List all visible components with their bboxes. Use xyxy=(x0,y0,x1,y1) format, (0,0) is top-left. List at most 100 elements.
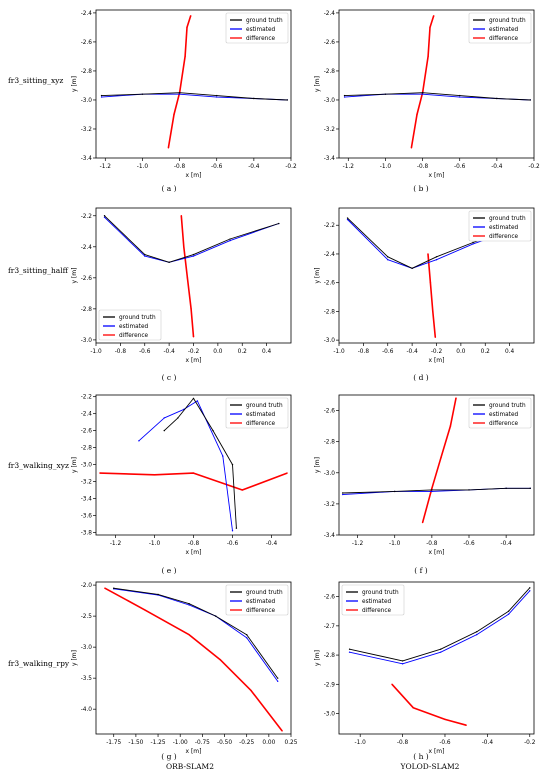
y-axis-label: y [m] xyxy=(71,457,78,473)
series-point-ground-truth xyxy=(214,615,217,617)
series-point-ground-truth xyxy=(401,660,404,662)
series-point-difference xyxy=(144,609,146,611)
y-tick-label: -3.4 xyxy=(324,533,336,539)
series-point-ground-truth xyxy=(384,93,387,95)
plot-area-g xyxy=(104,587,283,732)
plot-area-f xyxy=(342,397,531,524)
series-point-difference xyxy=(180,215,183,217)
legend-d: ground truth estimated difference xyxy=(468,210,532,242)
x-tick-label: -1.75 xyxy=(106,740,121,746)
series-point-ground-truth xyxy=(278,222,280,225)
y-tick-label: -3.2 xyxy=(81,127,93,133)
series-line-estimated xyxy=(138,400,233,531)
legend-entry: ground truth xyxy=(119,315,156,321)
series-point-ground-truth xyxy=(141,93,144,95)
series-point-ground-truth xyxy=(505,487,507,490)
row-label-walking-rpy: fr3_walking_rpy xyxy=(8,659,70,668)
y-tick-label: -2.2 xyxy=(324,223,336,229)
row-label-sitting-xyz: fr3_sitting_xyz xyxy=(8,76,64,85)
series-point-difference xyxy=(167,147,170,149)
x-tick-label: -0.8 xyxy=(426,541,438,547)
series-point-estimated xyxy=(178,93,181,95)
x-tick-label: -1.2 xyxy=(343,164,355,170)
x-tick-label: -0.2 xyxy=(528,164,540,170)
chart-e: -1.2 -1.0 -0.8 -0.6 -0.4 -2.2 -2.4 -2.6 -2.8 -3.0… xyxy=(71,394,292,556)
legend-h: ground truth estimated difference xyxy=(341,584,405,616)
series-point-difference xyxy=(465,724,467,726)
legend-entry: ground truth xyxy=(246,403,283,409)
legend-entry: estimated xyxy=(246,599,276,605)
series-line-estimated xyxy=(104,216,279,263)
y-tick-label: -2.8 xyxy=(324,69,336,75)
subfigure-label-e: ( e ) xyxy=(161,566,177,575)
series-point-estimated xyxy=(229,239,231,242)
series-point-difference xyxy=(190,15,192,17)
x-tick-label: -1.0 xyxy=(333,349,345,355)
series-point-estimated xyxy=(342,493,344,496)
series-point-difference xyxy=(99,472,101,474)
x-tick-label: -0.6 xyxy=(463,541,475,547)
x-axis-label: x [m] xyxy=(186,549,202,556)
x-tick-label: -0.6 xyxy=(454,164,466,170)
x-axis-label: x [m] xyxy=(429,748,445,755)
y-tick-label: -2.8 xyxy=(81,69,93,75)
subfigure-label-b: ( b ) xyxy=(413,184,429,193)
series-point-difference xyxy=(433,15,435,17)
series-point-ground-truth xyxy=(435,256,438,258)
y-tick-label: -3.4 xyxy=(324,156,336,162)
series-point-difference xyxy=(455,397,457,399)
x-tick-label: -0.2 xyxy=(188,349,200,355)
series-point-ground-truth xyxy=(100,94,103,97)
series-point-ground-truth xyxy=(346,217,349,219)
series-point-difference xyxy=(391,683,393,686)
series-point-estimated xyxy=(346,218,349,221)
y-tick-label: -3.6 xyxy=(81,513,93,519)
series-point-ground-truth xyxy=(229,238,231,240)
series-point-estimated xyxy=(222,455,224,457)
subfigure-label-d: ( d ) xyxy=(413,373,429,382)
series-point-ground-truth xyxy=(212,429,214,432)
series-point-ground-truth xyxy=(192,253,195,256)
x-tick-label: -1.0 xyxy=(389,541,401,547)
legend-entry: estimated xyxy=(489,225,519,231)
legend-entry: estimated xyxy=(246,412,276,418)
series-point-difference xyxy=(190,308,192,310)
series-line-ground-truth xyxy=(101,92,288,101)
y-tick-label: -3.0 xyxy=(324,471,336,477)
series-line-ground-truth xyxy=(104,215,279,263)
x-tick-label: -1.2 xyxy=(100,164,112,170)
y-tick-label: -3.2 xyxy=(324,502,336,508)
series-point-difference xyxy=(241,489,243,491)
series-point-difference xyxy=(250,689,252,692)
series-line-difference xyxy=(427,253,437,338)
x-tick-label: -0.4 xyxy=(266,541,278,547)
legend-entry: difference xyxy=(246,608,276,614)
chart-f: -1.2 -1.0 -0.8 -0.6 -0.4 -2.6 -2.8 -3.0 -3.2 -3.4… xyxy=(314,394,535,556)
legend-entry: ground truth xyxy=(489,18,526,24)
series-point-difference xyxy=(186,26,188,29)
series-point-estimated xyxy=(343,96,346,98)
plot-area-e xyxy=(99,397,288,532)
subfigure-label-c: ( c ) xyxy=(161,373,177,382)
x-tick-label: -0.2 xyxy=(524,740,536,746)
y-tick-label: -2.8 xyxy=(81,446,93,452)
series-point-estimated xyxy=(459,96,461,98)
y-tick-label: -2.0 xyxy=(81,583,93,589)
plot-area-b xyxy=(343,15,531,149)
legend-entry: difference xyxy=(489,234,519,240)
y-tick-label: -2.8 xyxy=(324,653,336,659)
series-line-ground-truth xyxy=(344,92,531,101)
series-point-ground-truth xyxy=(253,97,255,100)
series-point-ground-truth xyxy=(188,603,190,605)
legend-entry: ground truth xyxy=(489,403,526,409)
y-axis-label: y [m] xyxy=(71,650,78,666)
series-point-difference xyxy=(281,730,283,732)
series-point-ground-truth xyxy=(286,99,288,101)
y-axis-label: y [m] xyxy=(314,457,321,473)
series-point-estimated xyxy=(163,417,165,419)
series-point-difference xyxy=(173,113,175,116)
series-point-estimated xyxy=(387,259,389,261)
x-tick-label: -1.50 xyxy=(128,740,143,746)
legend-a: ground truth estimated difference xyxy=(225,12,289,44)
